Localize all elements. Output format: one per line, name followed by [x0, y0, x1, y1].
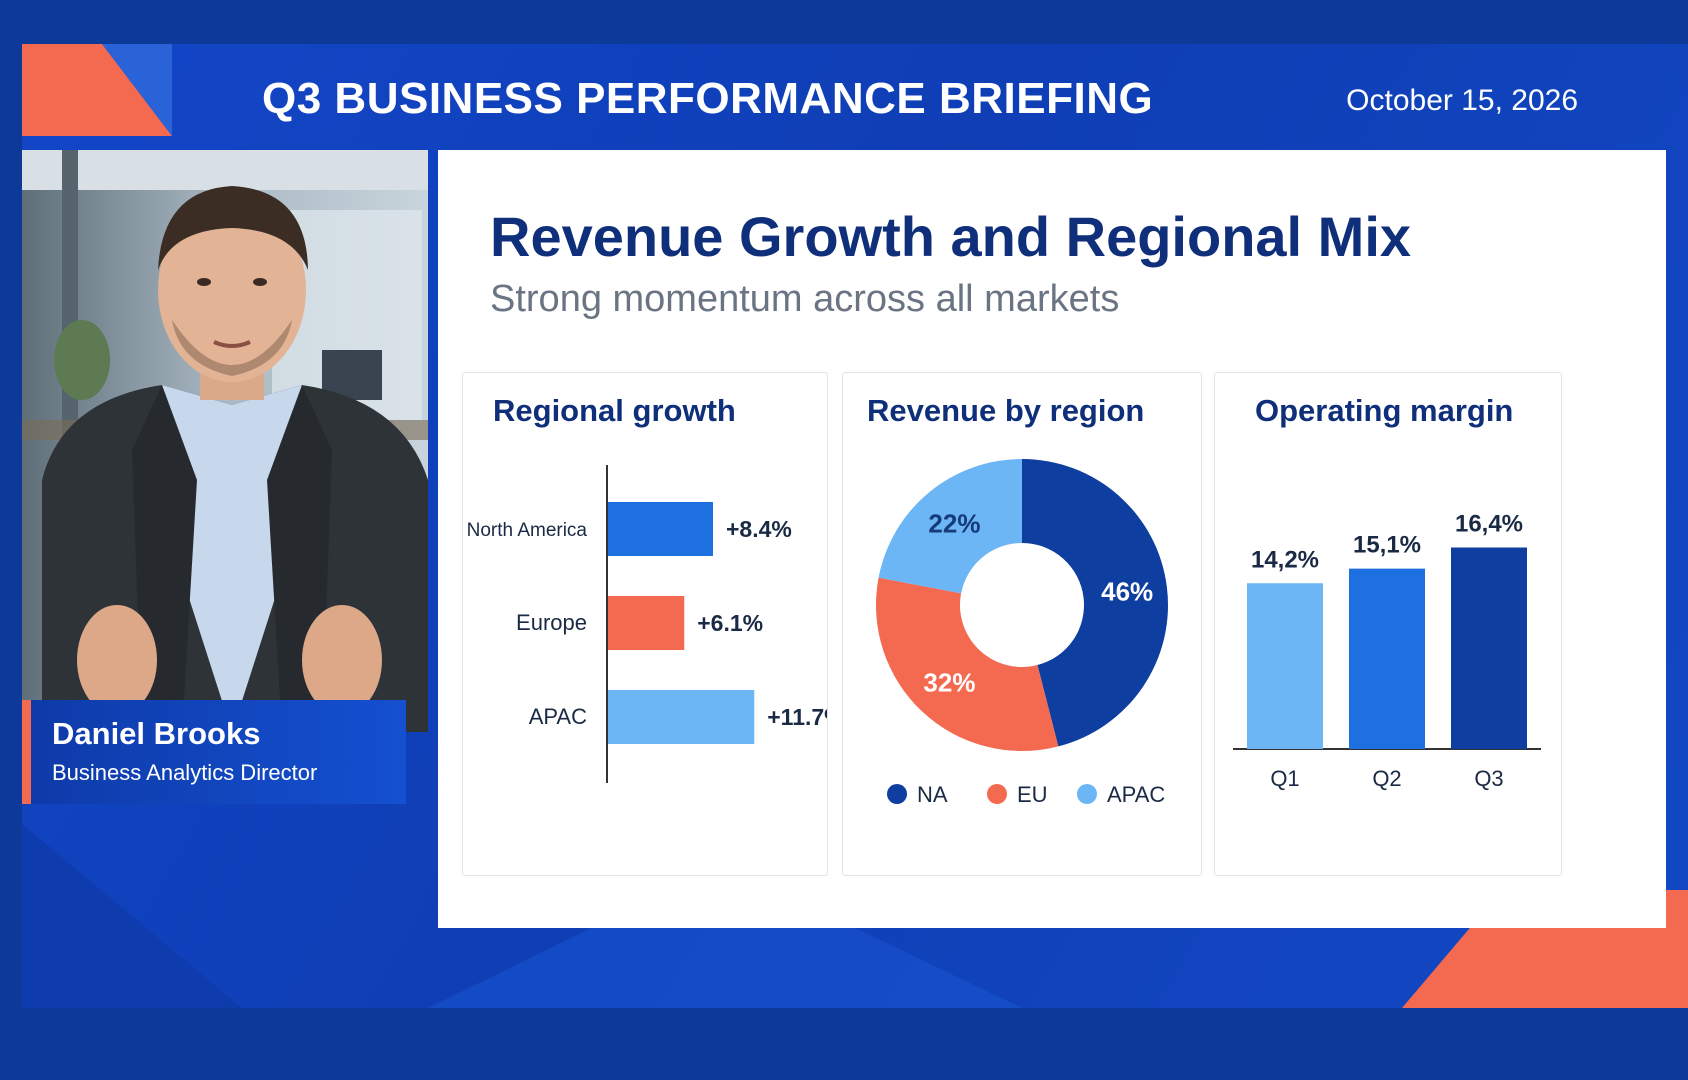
legend-label: NA	[917, 782, 948, 807]
growth-category-label: North America	[467, 520, 588, 541]
donut-value-label: 22%	[928, 508, 980, 538]
donut-slice	[1022, 459, 1168, 747]
operating-margin-chart: 14,2% Q1 15,1% Q2 16,4% Q3	[1233, 511, 1541, 791]
margin-bar	[1349, 568, 1425, 749]
margin-category-label: Q3	[1474, 766, 1503, 791]
growth-bar	[608, 690, 755, 744]
legend-swatch	[887, 784, 907, 804]
donut-value-label: 32%	[923, 667, 975, 697]
regional-growth-title: Regional growth	[493, 393, 736, 428]
growth-bar	[608, 596, 685, 650]
slide-subtitle: Strong momentum across all markets	[490, 278, 1120, 320]
broadcast-title: Q3 BUSINESS PERFORMANCE BRIEFING	[262, 74, 1154, 123]
legend-swatch	[1077, 784, 1097, 804]
regional-growth-card: Regional growth North America +8.4% Europe…	[462, 372, 828, 876]
nameplate-accent	[22, 700, 31, 804]
donut-slice	[876, 577, 1059, 751]
revenue-by-region-chart: 46% 32% 22% NA EU APAC	[876, 459, 1168, 807]
presenter-video	[22, 150, 428, 732]
broadcast-frame: Q3 BUSINESS PERFORMANCE BRIEFING October…	[22, 44, 1688, 1008]
revenue-by-region-card: Revenue by region 46% 32% 22% NA EU APAC	[842, 372, 1202, 876]
presenter-role: Business Analytics Director	[52, 760, 318, 785]
margin-bar	[1451, 547, 1527, 749]
growth-value-label: +8.4%	[726, 516, 792, 542]
donut-value-label: 46%	[1101, 577, 1153, 607]
growth-value-label: +11.7%	[767, 704, 827, 730]
legend-label: APAC	[1107, 782, 1165, 807]
margin-value-label: 16,4%	[1455, 511, 1523, 538]
margin-category-label: Q1	[1270, 766, 1299, 791]
legend-swatch	[987, 784, 1007, 804]
regional-growth-chart: North America +8.4% Europe +6.1% APAC +11.7%	[467, 465, 827, 783]
presenter-nameplate: Daniel Brooks Business Analytics Directo…	[22, 700, 406, 804]
growth-value-label: +6.1%	[697, 610, 763, 636]
margin-category-label: Q2	[1372, 766, 1401, 791]
margin-value-label: 14,2%	[1251, 546, 1319, 573]
legend-label: EU	[1017, 782, 1048, 807]
revenue-by-region-title: Revenue by region	[867, 393, 1145, 428]
slide-title: Revenue Growth and Regional Mix	[490, 205, 1412, 268]
broadcast-date: October 15, 2026	[1346, 84, 1578, 117]
presenter-name: Daniel Brooks	[52, 716, 261, 751]
margin-bar	[1247, 583, 1323, 749]
margin-value-label: 15,1%	[1353, 532, 1421, 559]
growth-category-label: Europe	[516, 610, 587, 635]
growth-category-label: APAC	[529, 704, 587, 729]
operating-margin-title: Operating margin	[1255, 393, 1514, 428]
donut-slice	[878, 459, 1022, 594]
presentation-slide: Revenue Growth and Regional Mix Strong m…	[438, 150, 1666, 928]
presenter-portrait	[22, 150, 428, 732]
operating-margin-card: Operating margin 14,2% Q1 15,1% Q2 16,4% Q3	[1214, 372, 1562, 876]
growth-bar	[608, 502, 713, 556]
